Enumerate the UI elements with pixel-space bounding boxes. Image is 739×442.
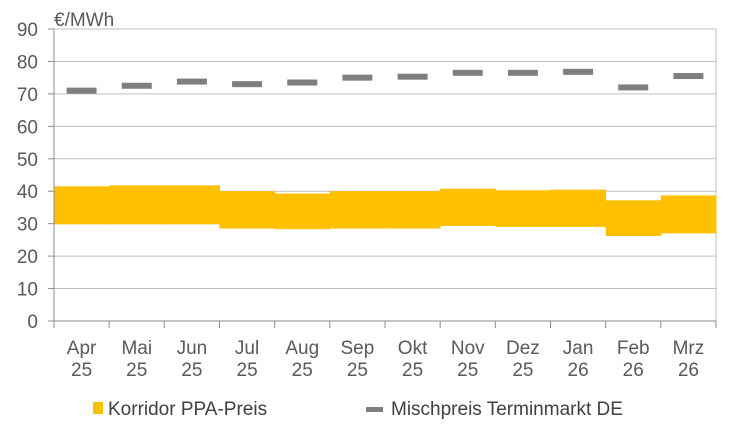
x-tick-label-month: Jun [177,338,208,359]
legend: Korridor PPA-Preis Mischpreis Terminmark… [93,399,623,420]
x-tick-label-month: Nov [451,338,485,359]
x-tick-label-month: Aug [285,338,319,359]
corridor-bar [440,188,496,226]
mischpreis-marker [673,73,704,80]
x-tick-label-month: Mai [121,338,152,359]
x-tick-label-month: Apr [67,338,97,359]
y-tick-label: 90 [17,20,38,41]
corridor-bar [164,185,220,225]
gridlines [54,28,717,322]
y-tick-label: 60 [17,117,38,138]
x-tick-label-year: 26 [678,360,699,381]
mischpreis-marker [342,74,373,81]
corridor-bar [109,185,165,225]
corridor-bar [550,189,607,227]
y-tick-label: 10 [17,280,38,301]
corridor-bar [54,186,110,225]
legend-label-mischpreis-terminmarkt-de: Mischpreis Terminmarkt DE [391,399,623,420]
mischpreis-markers [66,68,704,94]
mischpreis-marker [121,82,152,89]
x-tick-label-year: 25 [237,360,258,381]
x-tick-label-year: 25 [457,360,478,381]
y-tick-label: 20 [17,247,38,268]
corridor-bar [605,200,662,236]
mischpreis-marker [452,69,483,76]
x-tick-label-year: 25 [292,360,313,381]
y-tick-label: 50 [17,150,38,171]
mischpreis-marker [66,87,97,94]
x-tick-label-month: Dez [506,338,540,359]
corridor-bar [329,191,386,229]
corridor-bar [274,193,331,230]
x-tick-label-month: Jan [563,338,594,359]
y-tick-label: 70 [17,85,38,106]
mischpreis-marker [287,79,318,86]
legend-label-korridor-ppa-preis: Korridor PPA-Preis [108,399,267,420]
corridor-bar [660,195,717,234]
legend-swatch-korridor-ppa-preis [93,402,103,414]
y-tick-label: 80 [17,52,38,73]
corridor-bar [385,191,441,229]
x-tick-label-month: Sep [341,338,375,359]
x-tick-label-year: 25 [126,360,147,381]
x-tick-label-year: 26 [623,360,644,381]
x-axis-tick-labels: Apr25Mai25Jun25Jul25Aug25Sep25Okt25Nov25… [67,338,704,381]
x-tick-label-month: Feb [617,338,650,359]
mischpreis-marker [563,68,594,75]
corridor-bar [495,190,551,227]
axes [48,28,717,328]
y-tick-label: 40 [17,182,38,203]
y-axis-tick-labels: 0 10 20 30 40 50 60 70 80 90 [17,20,38,333]
mischpreis-marker [507,69,538,76]
x-tick-label-year: 25 [181,360,202,381]
legend-swatch-mischpreis-terminmarkt-de [366,407,383,412]
y-tick-label: 0 [27,312,38,333]
ppa-corridor-bars [54,185,717,236]
x-tick-label-year: 25 [512,360,533,381]
mischpreis-marker [397,73,428,80]
x-tick-label-year: 26 [568,360,589,381]
x-tick-label-month: Okt [398,338,428,359]
x-tick-label-year: 25 [71,360,92,381]
x-tick-label-month: Jul [235,338,259,359]
mischpreis-marker [618,84,649,91]
mischpreis-marker [232,81,263,88]
mischpreis-marker [176,78,207,85]
x-tick-label-year: 25 [347,360,368,381]
corridor-bar [219,191,276,229]
x-tick-label-year: 25 [402,360,423,381]
y-axis-unit-label: €/MWh [54,10,114,31]
x-tick-label-month: Mrz [673,338,705,359]
y-tick-label: 30 [17,215,38,236]
